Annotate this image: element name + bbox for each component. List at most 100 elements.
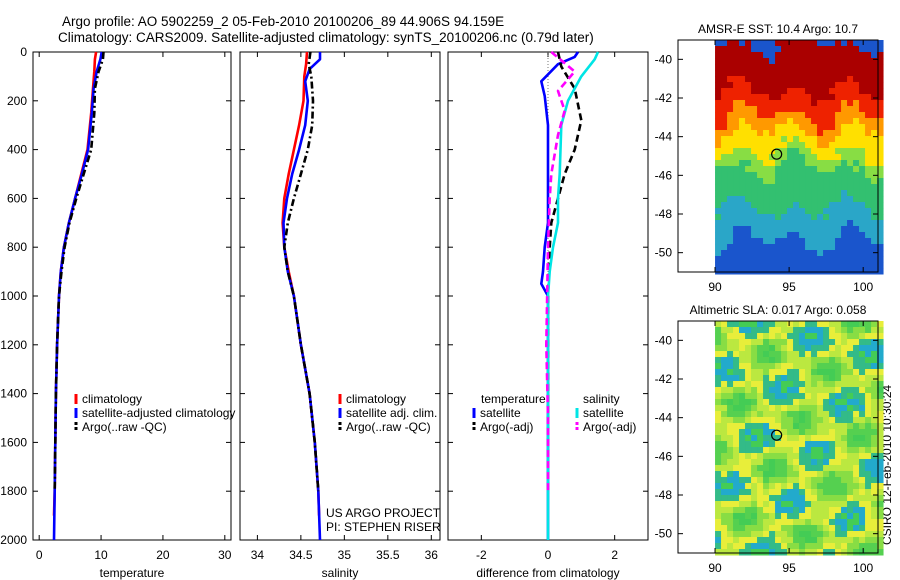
map-cell — [727, 441, 734, 448]
map-cell — [769, 333, 776, 340]
map-cell — [793, 118, 800, 125]
map-cell — [769, 124, 776, 131]
map-cell — [799, 465, 806, 472]
map-cell — [853, 411, 860, 418]
map-cell — [841, 357, 848, 364]
map-cell — [739, 64, 746, 71]
map-cell — [763, 82, 770, 89]
map-cell — [817, 58, 824, 65]
map-cell — [763, 387, 770, 394]
map-cell — [715, 471, 722, 478]
map-cell — [781, 519, 788, 526]
map-cell — [757, 483, 764, 490]
map-cell — [739, 417, 746, 424]
map-cell — [775, 262, 782, 269]
map-cell — [739, 375, 746, 382]
map-cell — [745, 112, 752, 119]
map-cell — [811, 465, 818, 472]
map-cell — [745, 417, 752, 424]
map-cell — [739, 513, 746, 520]
map-cell — [841, 136, 848, 143]
map-cell — [823, 58, 830, 65]
map-cell — [835, 345, 842, 352]
map-cell — [805, 178, 812, 185]
map-cell — [733, 130, 740, 137]
map-cell — [721, 441, 728, 448]
map-cell — [817, 381, 824, 388]
map-cell — [811, 184, 818, 191]
map-cell — [871, 70, 878, 77]
map-cell — [877, 130, 884, 137]
map-cell — [745, 238, 752, 245]
map-cell — [853, 262, 860, 269]
map-cell — [817, 268, 824, 275]
map-cell — [769, 531, 776, 538]
map-cell — [715, 106, 722, 113]
map-cell — [751, 178, 758, 185]
map-cell — [823, 52, 830, 59]
map-cell — [763, 124, 770, 131]
map-cell — [739, 399, 746, 406]
map-cell — [811, 64, 818, 71]
map-cell — [793, 184, 800, 191]
map-cell — [847, 351, 854, 358]
map-cell — [865, 208, 872, 215]
map-cell — [745, 130, 752, 137]
map-cell — [793, 411, 800, 418]
map-cell — [811, 82, 818, 89]
map-cell — [865, 196, 872, 203]
map-cell — [727, 399, 734, 406]
map-cell — [847, 363, 854, 370]
map-cell — [775, 70, 782, 77]
map-cell — [763, 262, 770, 269]
map-cell — [739, 148, 746, 155]
map-cell — [763, 393, 770, 400]
map-cell — [853, 136, 860, 143]
map-cell — [745, 399, 752, 406]
map-cell — [739, 537, 746, 544]
map-cell — [793, 399, 800, 406]
map-cell — [877, 184, 884, 191]
map-cell — [739, 112, 746, 119]
map-cell — [817, 40, 824, 47]
map-cell — [811, 501, 818, 508]
map-cell — [775, 82, 782, 89]
map-cell — [835, 513, 842, 520]
map-cell — [853, 178, 860, 185]
map-cell — [799, 387, 806, 394]
map-cell — [763, 441, 770, 448]
map-cell — [739, 190, 746, 197]
map-cell — [763, 549, 770, 556]
map-cell — [733, 70, 740, 77]
map-cell — [721, 214, 728, 221]
map-cell — [841, 190, 848, 197]
map-cell — [841, 244, 848, 251]
map-cell — [859, 262, 866, 269]
map-cell — [799, 363, 806, 370]
map-cell — [811, 519, 818, 526]
map-cell — [739, 351, 746, 358]
map-cell — [817, 64, 824, 71]
map-cell — [781, 525, 788, 532]
map-cell — [727, 226, 734, 233]
map-cell — [745, 160, 752, 167]
map-cell — [823, 531, 830, 538]
map-cell — [757, 375, 764, 382]
map-cell — [811, 88, 818, 95]
map-cell — [805, 435, 812, 442]
map-cell — [817, 399, 824, 406]
map-cell — [811, 489, 818, 496]
map-cell — [721, 345, 728, 352]
map-cell — [835, 136, 842, 143]
map-cell — [871, 447, 878, 454]
map-cell — [865, 52, 872, 59]
map-cell — [871, 339, 878, 346]
map-cell — [841, 178, 848, 185]
map-cell — [871, 429, 878, 436]
map-cell — [775, 142, 782, 149]
x-tick-label: 34.5 — [289, 548, 313, 562]
map-cell — [841, 387, 848, 394]
map-cell — [841, 184, 848, 191]
map-cell — [841, 124, 848, 131]
map-cell — [715, 178, 722, 185]
